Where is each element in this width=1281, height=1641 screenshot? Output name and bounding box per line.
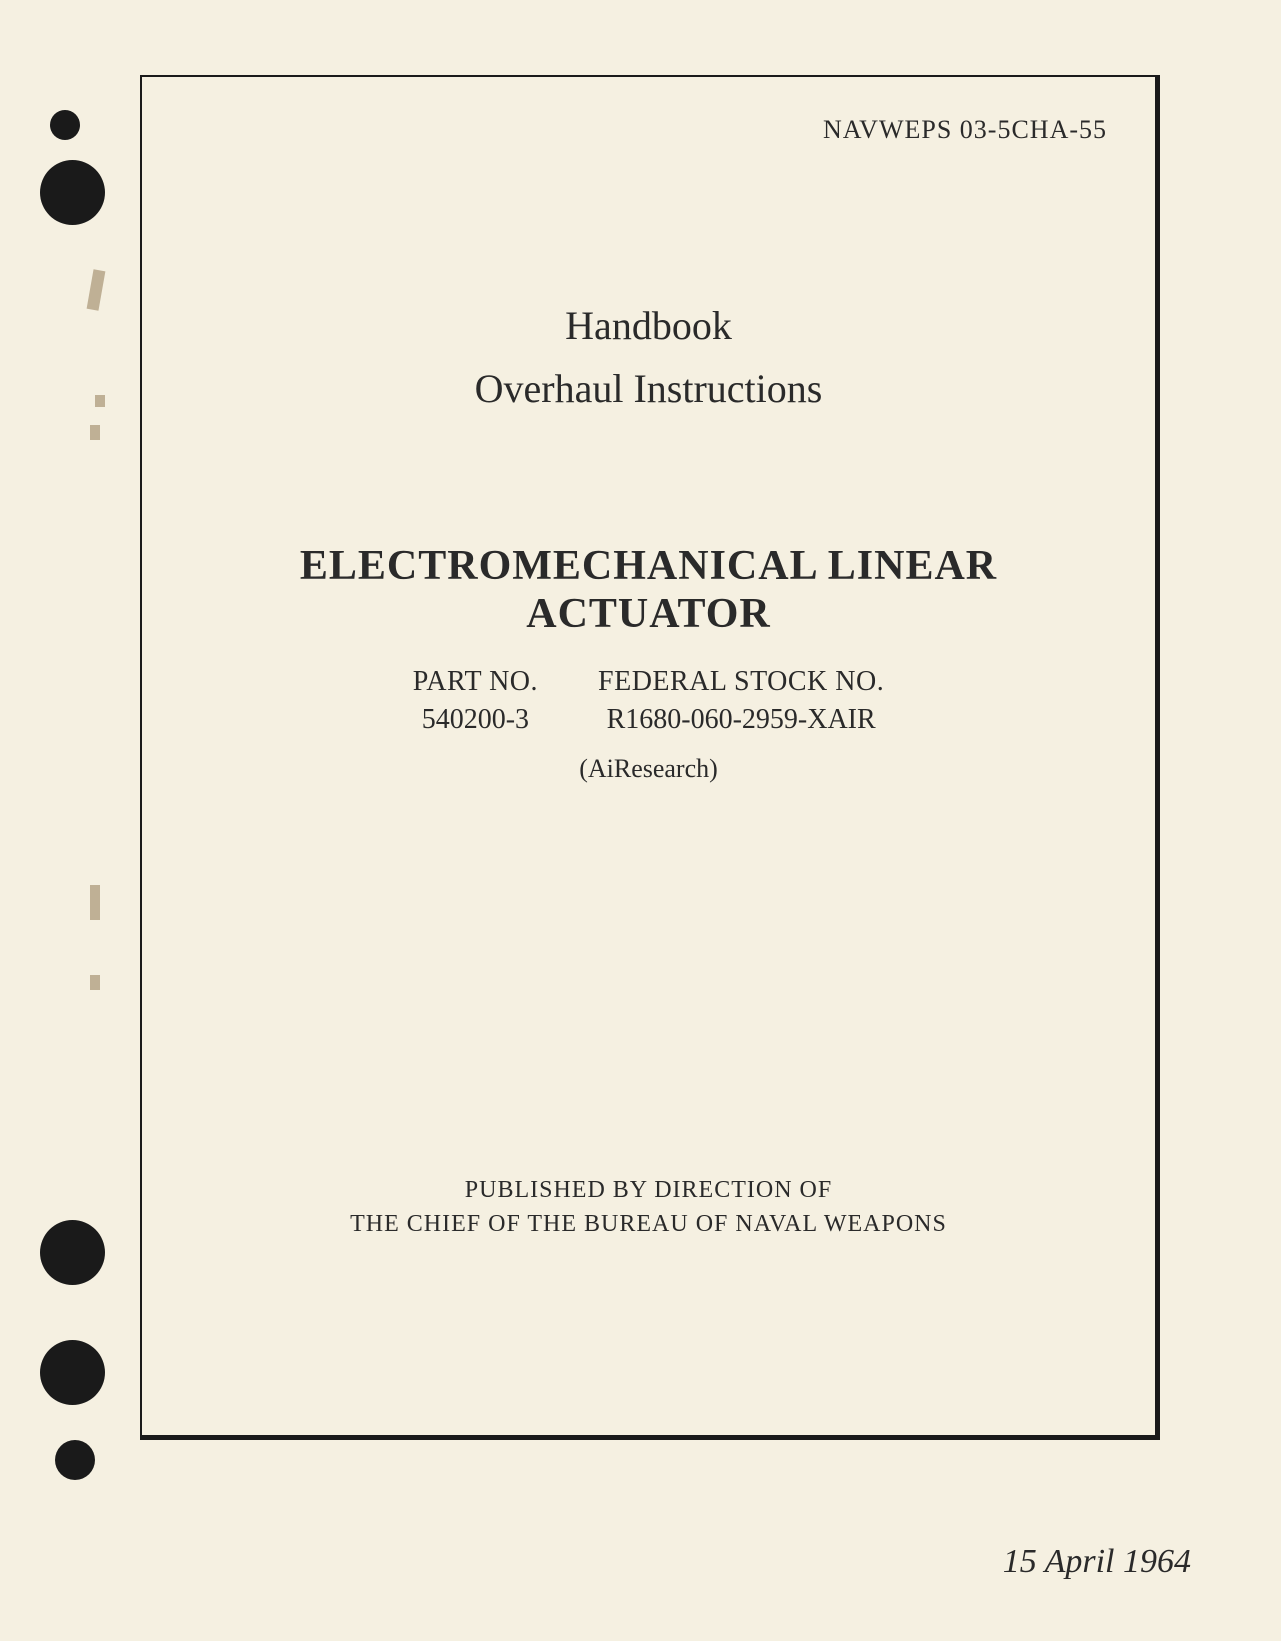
punch-hole-icon (40, 1340, 105, 1405)
stain-mark-icon (95, 395, 105, 407)
punch-hole-icon (40, 160, 105, 225)
subject-line-2: ACTUATOR (187, 590, 1110, 638)
federal-stock-column: FEDERAL STOCK NO. R1680-060-2959-XAIR (598, 666, 884, 736)
publisher-block: PUBLISHED BY DIRECTION OF THE CHIEF OF T… (187, 1174, 1110, 1241)
stain-mark-icon (90, 885, 100, 920)
punch-hole-icon (55, 1440, 95, 1480)
manufacturer-label: (AiResearch) (187, 754, 1110, 784)
publication-date: 15 April 1964 (1003, 1543, 1191, 1581)
punch-hole-icon (50, 110, 80, 140)
stain-mark-icon (90, 425, 100, 440)
title-line-2: Overhaul Instructions (187, 365, 1110, 412)
document-page: NAVWEPS 03-5CHA-55 Handbook Overhaul Ins… (0, 0, 1281, 1641)
title-frame: NAVWEPS 03-5CHA-55 Handbook Overhaul Ins… (140, 75, 1160, 1440)
part-number-label: PART NO. (413, 666, 538, 698)
publisher-line-1: PUBLISHED BY DIRECTION OF (187, 1174, 1110, 1208)
subject-line-1: ELECTROMECHANICAL LINEAR (187, 542, 1110, 590)
part-number-value: 540200-3 (413, 704, 538, 736)
stain-mark-icon (90, 975, 100, 990)
title-block: Handbook Overhaul Instructions (187, 302, 1110, 412)
publisher-line-2: THE CHIEF OF THE BUREAU OF NAVAL WEAPONS (187, 1208, 1110, 1242)
part-number-column: PART NO. 540200-3 (413, 666, 538, 736)
specs-block: PART NO. 540200-3 FEDERAL STOCK NO. R168… (187, 666, 1110, 736)
title-line-1: Handbook (187, 302, 1110, 349)
federal-stock-label: FEDERAL STOCK NO. (598, 666, 884, 698)
punch-hole-icon (40, 1220, 105, 1285)
subject-block: ELECTROMECHANICAL LINEAR ACTUATOR (187, 542, 1110, 638)
federal-stock-value: R1680-060-2959-XAIR (598, 704, 884, 736)
document-number: NAVWEPS 03-5CHA-55 (823, 115, 1107, 145)
stain-mark-icon (87, 269, 106, 310)
